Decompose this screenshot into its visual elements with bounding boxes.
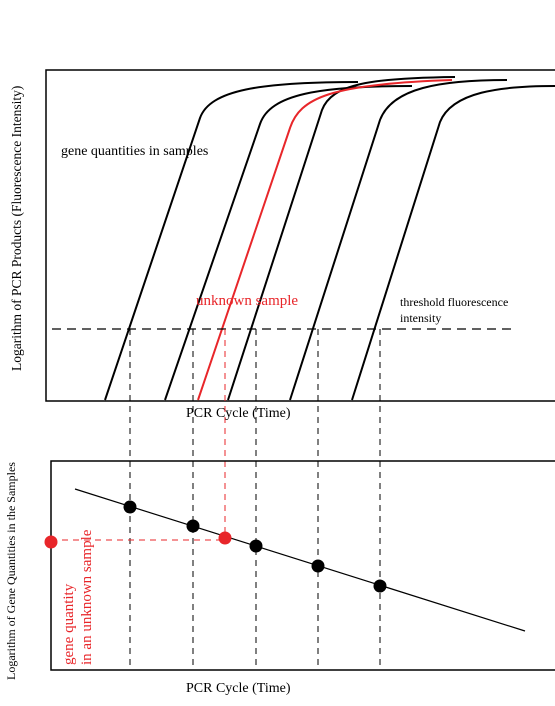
bottom-panel: gene quantity in an unknown sample Logar… (4, 460, 555, 696)
bottom-panel-frame (50, 460, 555, 671)
unknown-quantity-marker (44, 535, 58, 549)
amplification-curve-3 (227, 76, 456, 401)
unknown-point (218, 531, 232, 545)
amplification-curves (104, 76, 555, 401)
threshold-label-intensity: intensity (400, 311, 441, 325)
top-panel: gene quantities in samples unknown sampl… (9, 69, 555, 421)
standard-point-3 (249, 539, 263, 553)
standard-point-4 (311, 559, 325, 573)
top-panel-y-axis-label: Logarithm of PCR Products (Fluorescence … (9, 86, 24, 371)
amplification-curve-5 (351, 85, 555, 401)
threshold-label: threshold fluorescence (400, 295, 508, 309)
unknown-quantity-label-line2: in an unknown sample (79, 529, 95, 665)
unknown-quantity-label: gene quantity (61, 583, 77, 665)
standard-points (123, 500, 387, 593)
amplification-curve-4 (289, 79, 508, 401)
amplification-curve-1 (104, 81, 359, 401)
amplification-curve-2 (164, 85, 413, 401)
standard-point-2 (186, 519, 200, 533)
top-panel-x-axis-label: PCR Cycle (Time) (186, 406, 291, 421)
top-panel-frame (45, 69, 555, 402)
bottom-panel-x-axis-label: PCR Cycle (Time) (186, 681, 291, 696)
cycle-connectors (129, 329, 381, 670)
standard-point-5 (373, 579, 387, 593)
unknown-sample-annotation: unknown sample (196, 293, 298, 309)
gene-quantities-annotation: gene quantities in samples (61, 144, 208, 159)
bottom-panel-y-axis-label: Logarithm of Gene Quantities in the Samp… (4, 462, 18, 680)
standard-point-1 (123, 500, 137, 514)
unknown-amplification-curve (197, 79, 453, 401)
standard-curve-line (74, 488, 526, 632)
